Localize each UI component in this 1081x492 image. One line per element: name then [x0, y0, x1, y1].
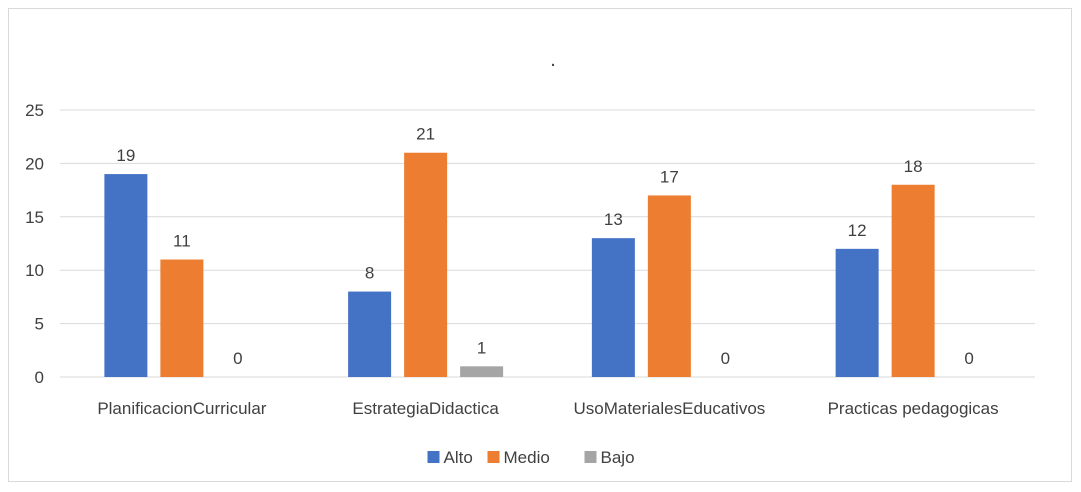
bar — [160, 259, 204, 377]
legend-swatch — [427, 451, 440, 463]
bar — [404, 152, 448, 377]
data-label: 17 — [660, 167, 679, 186]
bar — [891, 184, 935, 377]
legend-swatch — [487, 451, 500, 463]
x-axis-categories: PlanificacionCurricular EstrategiaDidacti… — [97, 399, 998, 418]
data-label: 12 — [848, 221, 867, 240]
data-label: 13 — [604, 210, 623, 229]
data-label: 0 — [233, 349, 242, 368]
bar — [348, 291, 392, 377]
legend-label: Medio — [504, 448, 550, 467]
legend-label: Bajo — [601, 448, 635, 467]
bar — [835, 248, 879, 377]
legend-swatch — [584, 451, 597, 463]
data-label: 18 — [904, 157, 923, 176]
bar — [647, 195, 691, 377]
y-tick-label: 20 — [25, 154, 44, 173]
data-label: 11 — [173, 232, 191, 251]
y-tick-label: 25 — [25, 101, 44, 120]
y-axis-ticks: 0 5 10 15 20 25 — [25, 101, 44, 387]
bar — [591, 238, 635, 377]
gridlines — [60, 109, 1035, 378]
chart-title: . — [550, 49, 556, 71]
y-tick-label: 15 — [25, 208, 44, 227]
data-label: 19 — [116, 146, 135, 165]
category-label: UsoMaterialesEducativos — [573, 399, 765, 418]
legend-label: Alto — [444, 448, 473, 467]
legend: Alto Medio Bajo — [427, 448, 635, 467]
data-label: 0 — [964, 349, 973, 368]
data-label: 8 — [365, 264, 374, 283]
bar — [460, 366, 504, 377]
data-label: 0 — [721, 349, 730, 368]
data-label: 21 — [416, 125, 435, 144]
data-label: 1 — [477, 338, 486, 357]
category-label: Practicas pedagogicas — [828, 399, 999, 418]
y-tick-label: 0 — [35, 368, 44, 387]
bars — [104, 152, 935, 377]
category-label: PlanificacionCurricular — [97, 399, 266, 418]
category-label: EstrategiaDidactica — [352, 399, 499, 418]
y-tick-label: 10 — [25, 261, 44, 280]
data-labels: 19 11 0 8 21 1 13 17 0 12 18 0 — [116, 125, 973, 368]
y-tick-label: 5 — [35, 315, 44, 334]
bar — [104, 174, 148, 377]
